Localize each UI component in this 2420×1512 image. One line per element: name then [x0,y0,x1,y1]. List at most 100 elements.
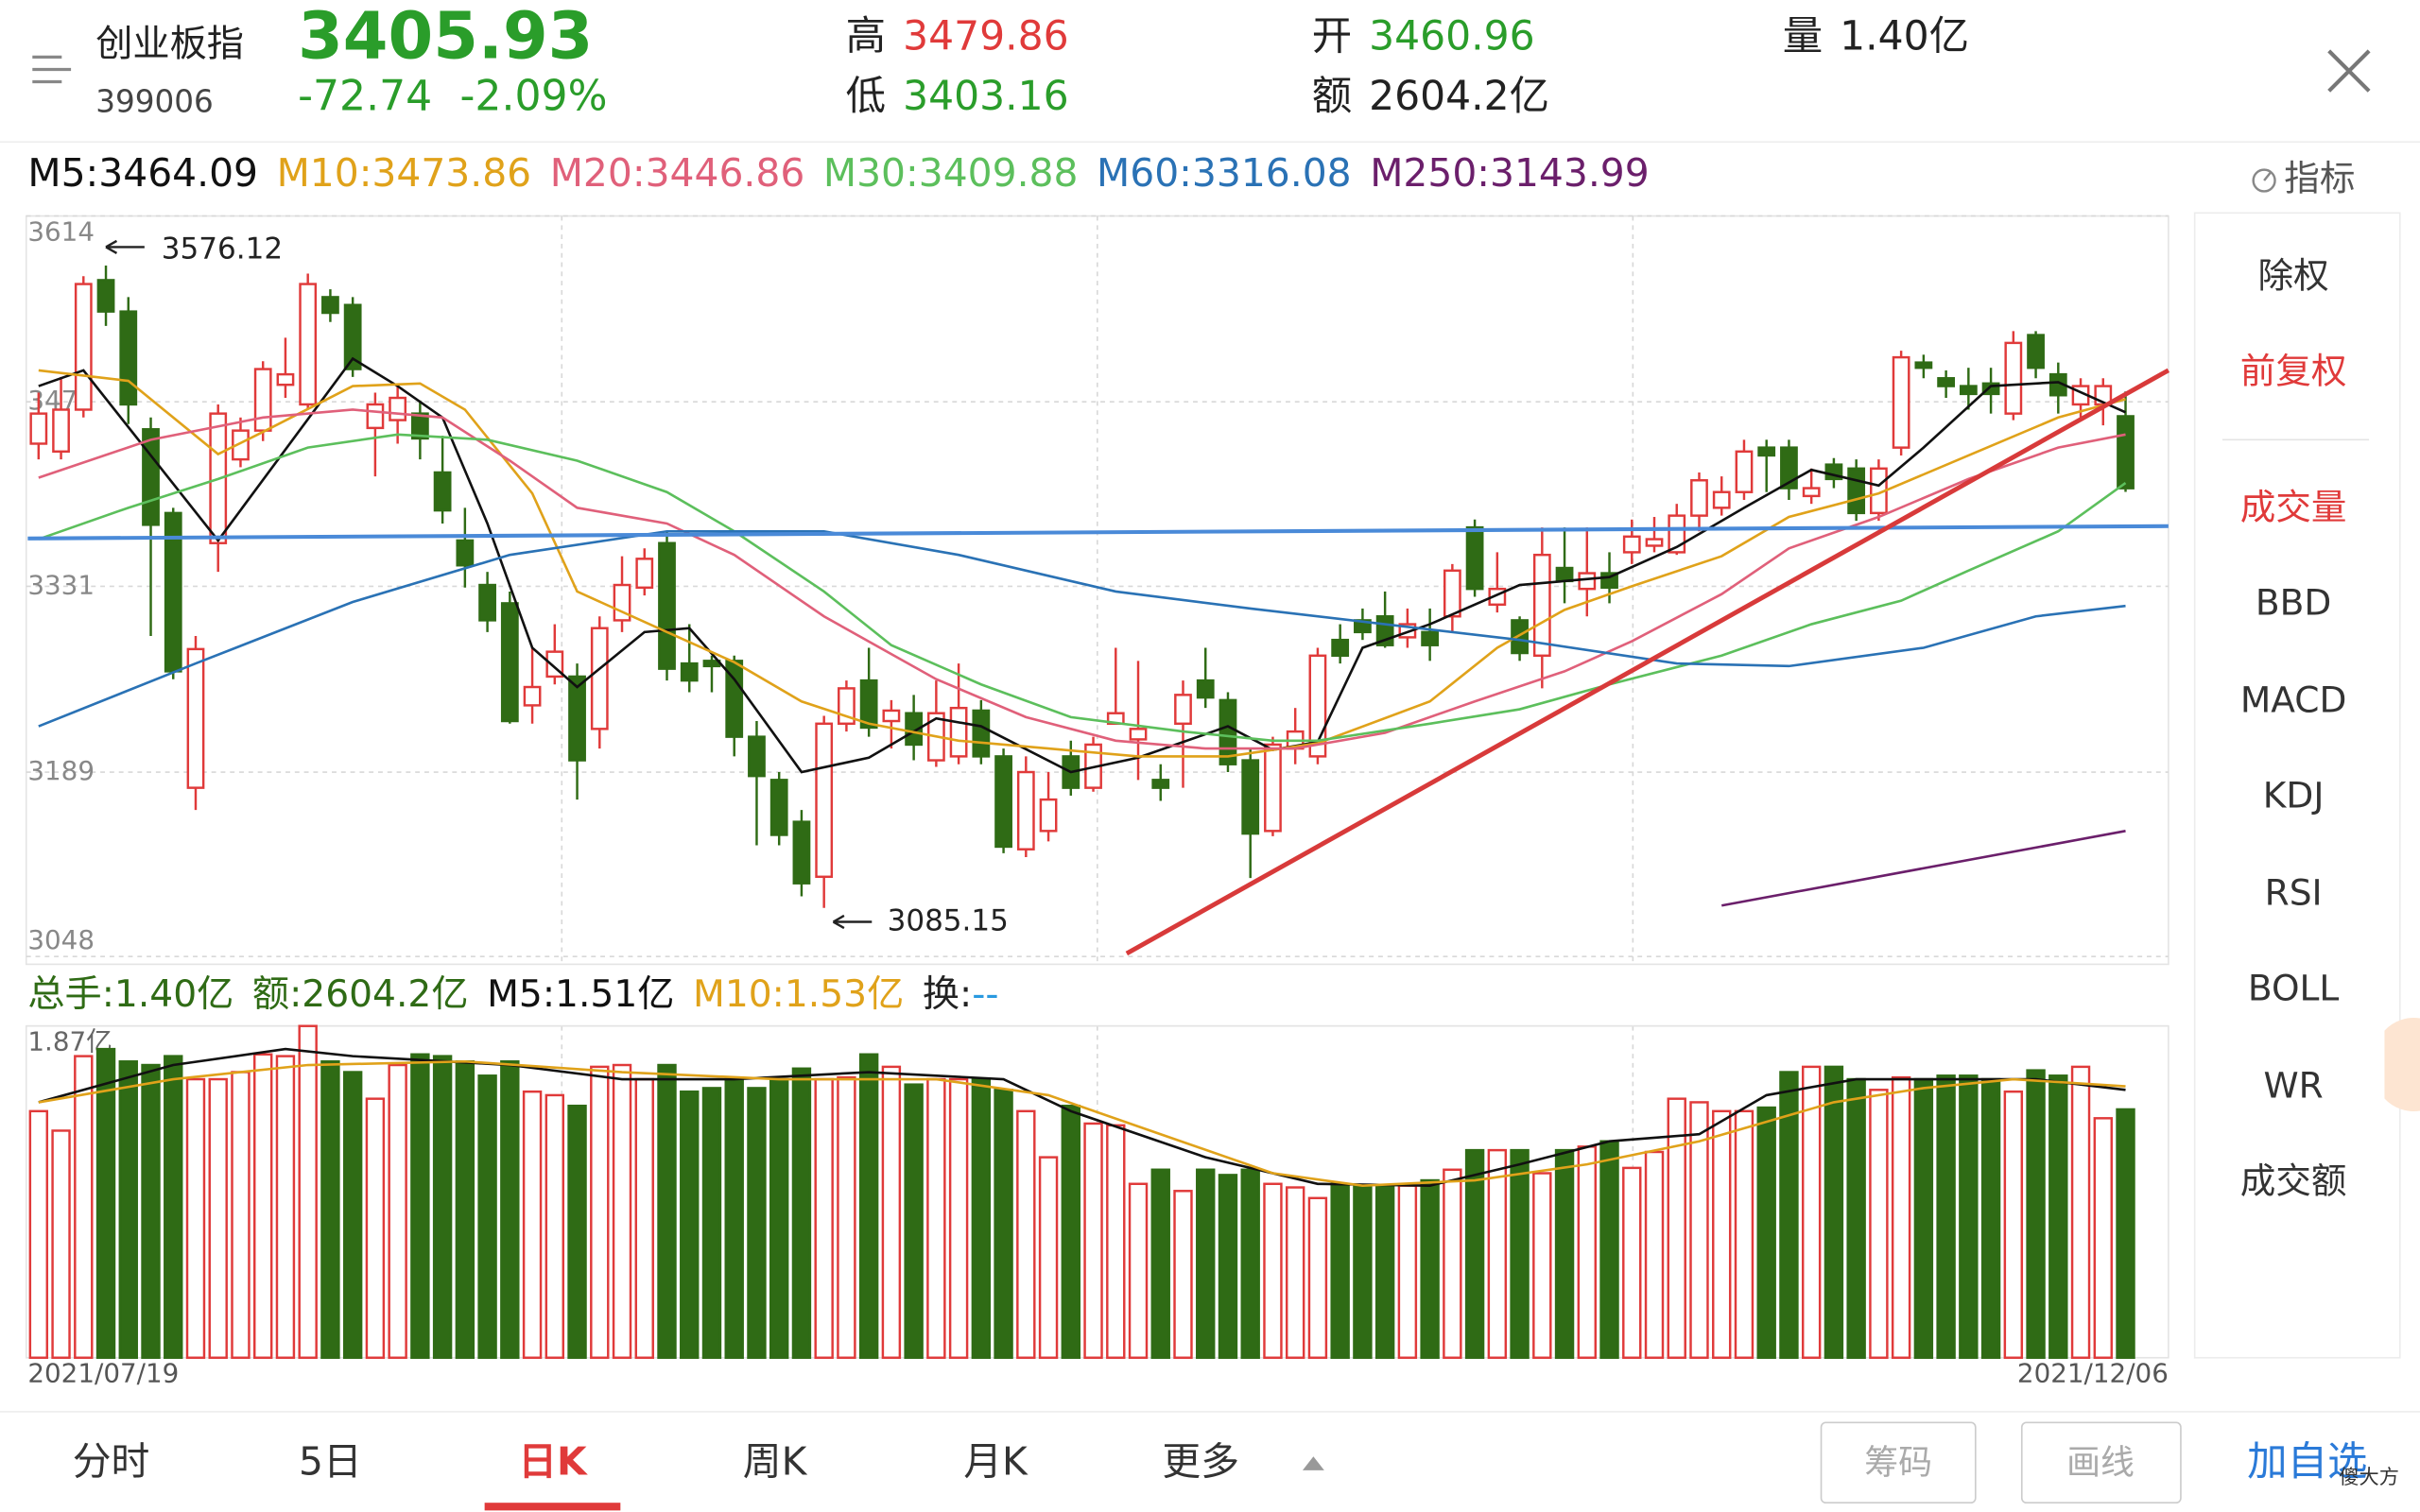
volume-bar [769,1077,789,1359]
side-menu-item[interactable]: RSI [2265,871,2323,913]
turnover-value: -- [972,973,998,1016]
side-menu-item[interactable]: 成交额 [2240,1160,2347,1202]
candle-body [433,471,452,512]
volume-bar [1173,1190,1193,1359]
tab[interactable]: 5日 [299,1438,362,1484]
volume-bar [231,1071,251,1359]
volume-bar [141,1063,161,1359]
volume-bar [1083,1122,1103,1359]
ma-line [1720,830,2126,907]
volume-bar [1756,1106,1776,1359]
candle-body [2027,334,2045,369]
candle-body [1196,679,1215,699]
volume-bar [388,1063,407,1359]
candle-body [1690,479,1708,517]
tool-button[interactable] [2020,1421,2182,1504]
legend-entry: M20:3446.86 [550,150,805,196]
volume-bar [1330,1182,1350,1359]
indicator-label: 指标 [2284,158,2355,199]
volume-bar [1622,1166,1642,1359]
tool-button[interactable] [1820,1421,1977,1504]
candle-body [815,722,834,879]
candle-body [1511,619,1529,655]
ma-line [38,369,2126,758]
volume-bar [28,1109,49,1359]
more-arrow[interactable] [1302,1456,1324,1470]
close-button[interactable] [2327,49,2371,93]
volume-bar [1464,1148,1485,1359]
volume-bar [455,1060,475,1359]
volume-bar [1667,1097,1686,1359]
tab[interactable]: 月K [963,1438,1028,1484]
volume-bar [1307,1196,1328,1359]
volume-bar [1510,1148,1530,1359]
indicator-button[interactable]: 指标 [2252,158,2356,199]
candle-body [1443,569,1461,618]
side-menu-item[interactable]: 除权 [2258,254,2329,296]
candle-body [1668,514,1686,554]
candle-body [1555,566,1574,583]
candle-body [1780,446,1798,490]
candle-body [343,303,362,370]
candle-body [1532,553,1551,658]
ma-line [38,408,2126,750]
tab[interactable]: 分时 [73,1438,150,1484]
volume-bar [971,1077,992,1359]
candle-body [523,685,542,707]
volume-bar [522,1090,543,1359]
volume-bar [1734,1109,1754,1359]
volume-bar [1577,1145,1597,1359]
volume-bar [1554,1148,1575,1359]
ma-line [38,1059,2126,1187]
floating-button[interactable] [2384,1018,2420,1112]
tab[interactable]: 日K [518,1438,588,1484]
volume-bar [1891,1075,1911,1359]
side-menu-item[interactable]: 前复权 [2240,351,2347,392]
legend-entry: M5:3464.09 [27,150,258,196]
volume-bar [2026,1069,2046,1359]
volume-bar [118,1060,138,1359]
candle-body [1712,490,1731,509]
tool-label[interactable]: 画线 [2066,1443,2135,1482]
tab[interactable]: 周K [743,1438,808,1484]
volume-bar [51,1129,71,1359]
side-menu-item[interactable]: MACD [2240,679,2347,720]
side-menu-item[interactable]: KDJ [2263,775,2325,816]
volume-bar [612,1063,632,1359]
volume-bar [410,1053,430,1359]
menu-icon[interactable] [32,55,72,84]
annotation-arrowhead [105,239,118,255]
volume-bar [1196,1168,1216,1359]
volume-bar [1240,1168,1260,1359]
ma-line [38,433,2127,743]
volume-bar [724,1077,744,1359]
candle-body [1757,446,1776,457]
y-tick-label: 3189 [27,755,95,786]
volume-bar [567,1104,587,1359]
candle-body [500,602,519,723]
side-menu-item[interactable]: BOLL [2248,968,2340,1009]
legend-entry: M10:1.53亿 [693,973,904,1016]
volume-bar [1128,1182,1149,1359]
volume-bar [500,1060,520,1359]
tool-label[interactable]: 筹码 [1864,1443,1932,1482]
candle-body [658,541,676,670]
side-menu-item[interactable]: WR [2264,1065,2324,1107]
high-value: 3479.86 [903,13,1069,60]
index-name: 创业板指 [95,23,244,65]
add-watchlist[interactable]: 加自选 [2247,1439,2367,1486]
y-tick-label: 3048 [27,924,95,955]
side-menu-item[interactable]: BBD [2256,581,2331,623]
volume-bar [185,1077,206,1359]
candle-body [1331,638,1350,658]
volume-bar [1846,1077,1866,1359]
tab[interactable]: 更多 [1162,1438,1239,1484]
ma-line [38,1047,2126,1187]
volume-bar [1532,1172,1552,1359]
side-menu-item[interactable]: 成交量 [2240,486,2347,527]
volume-bar [904,1083,924,1359]
volume-bar [164,1055,183,1359]
volume-bar [1285,1186,1305,1359]
